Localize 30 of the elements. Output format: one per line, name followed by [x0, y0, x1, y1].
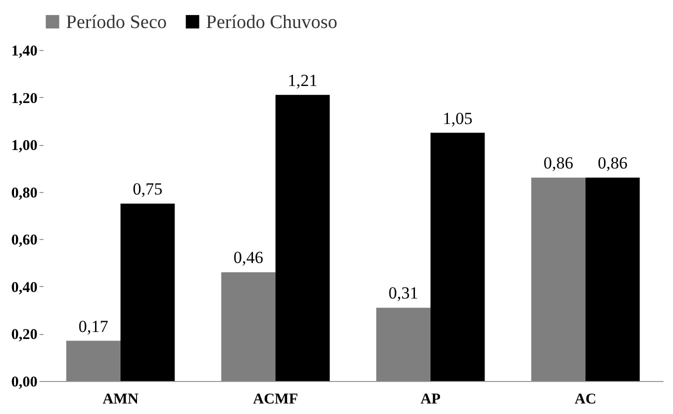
data-label: 0,86	[544, 154, 574, 173]
y-tick-label: 0,40	[11, 280, 38, 296]
bar	[120, 204, 175, 381]
x-tick-label: AC	[574, 392, 596, 408]
data-label: 1,21	[288, 70, 318, 90]
bar	[276, 94, 330, 381]
bar	[531, 178, 586, 381]
legend-label: Período Seco	[66, 12, 167, 33]
bar	[430, 132, 485, 381]
data-label: 0,31	[388, 284, 418, 303]
data-label: 0,75	[132, 180, 162, 199]
x-tick-label: AMN	[102, 392, 139, 408]
x-tick-label: AP	[420, 392, 440, 408]
data-label: 0,17	[78, 316, 109, 336]
bar	[376, 308, 430, 381]
bar	[66, 340, 120, 381]
x-tick-label: ACMF	[253, 392, 298, 408]
y-tick-label: 0,80	[11, 185, 38, 202]
y-tick-label: 1,00	[11, 138, 38, 154]
y-tick-label: 1,20	[11, 90, 38, 107]
bar	[221, 272, 276, 381]
y-tick-label: 1,40	[11, 44, 38, 60]
y-tick-label: 0,20	[11, 327, 38, 344]
data-label: 0,46	[234, 248, 264, 268]
data-label: 0,86	[598, 154, 628, 173]
legend-label: Período Chuvoso	[206, 12, 338, 33]
y-tick-label: 0,00	[11, 374, 38, 390]
data-label: 1,05	[442, 108, 472, 128]
bar	[586, 178, 640, 381]
y-tick-label: 0,60	[11, 232, 38, 249]
